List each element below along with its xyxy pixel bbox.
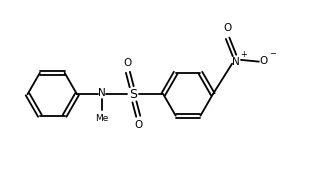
Text: +: + bbox=[240, 50, 247, 59]
Text: Me: Me bbox=[95, 114, 109, 123]
Text: N: N bbox=[232, 57, 240, 67]
Text: O: O bbox=[124, 58, 132, 68]
Text: O: O bbox=[134, 120, 142, 130]
Text: O: O bbox=[259, 56, 268, 66]
Text: N: N bbox=[98, 88, 106, 98]
Text: S: S bbox=[129, 88, 137, 101]
Text: −: − bbox=[269, 50, 276, 59]
Text: O: O bbox=[223, 23, 232, 33]
